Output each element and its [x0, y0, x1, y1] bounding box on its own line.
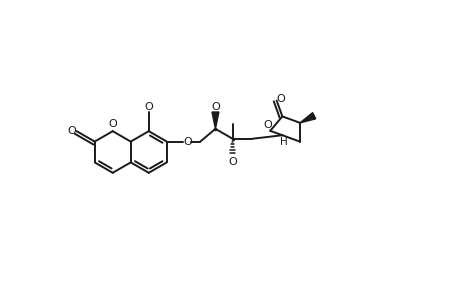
Text: H: H: [280, 137, 288, 147]
Polygon shape: [212, 112, 218, 129]
Text: O: O: [183, 136, 191, 147]
Text: O: O: [228, 157, 236, 166]
Text: O: O: [144, 103, 153, 112]
Text: O: O: [108, 119, 117, 129]
Text: O: O: [263, 120, 271, 130]
Polygon shape: [299, 112, 315, 123]
Text: O: O: [276, 94, 285, 103]
Text: O: O: [211, 102, 219, 112]
Text: O: O: [67, 126, 76, 136]
